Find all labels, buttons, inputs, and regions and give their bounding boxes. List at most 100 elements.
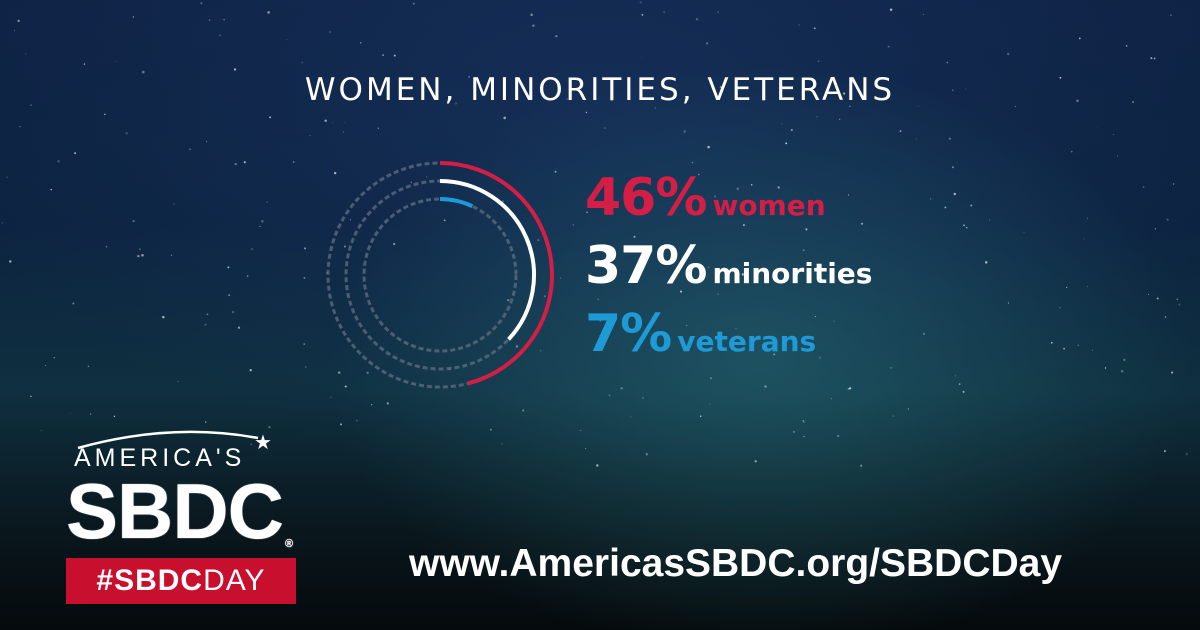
- hashtag-bold-text: #SBDC: [96, 564, 204, 597]
- star-dot: [340, 423, 342, 426]
- star-dot: [1006, 52, 1010, 56]
- star-dot: [954, 375, 957, 377]
- star-dot: [1150, 57, 1153, 60]
- star-dot: [608, 394, 611, 397]
- star-dot: [965, 226, 968, 229]
- star-dot: [246, 275, 249, 277]
- star-dot: [1023, 231, 1025, 234]
- star-dot: [890, 366, 893, 369]
- star-dot: [1, 222, 4, 224]
- star-dot: [17, 19, 20, 23]
- star-dot: [585, 111, 588, 114]
- website-url[interactable]: www.AmericasSBDC.org/SBDCDay: [409, 542, 1063, 585]
- star-dot: [781, 123, 783, 125]
- star-dot: [87, 365, 90, 368]
- star-dot: [892, 415, 895, 417]
- star-dot: [798, 24, 800, 26]
- star-dot: [790, 129, 793, 132]
- ring-arc-veterans: [439, 197, 474, 209]
- logo-sbdc-word: SBDC: [66, 467, 284, 555]
- star-dot: [303, 343, 305, 345]
- star-dot: [19, 126, 21, 128]
- stat-minorities-label: minorities: [712, 257, 873, 290]
- star-dot: [503, 116, 507, 120]
- stat-minorities: 37% minorities: [585, 240, 872, 308]
- logo-arc-swoosh: [77, 430, 259, 450]
- registered-mark: ®: [285, 538, 293, 550]
- star-dot: [83, 63, 86, 65]
- star-dot: [208, 19, 211, 21]
- radial-chart: [326, 161, 554, 389]
- star-dot: [951, 166, 954, 169]
- star-dot: [1147, 294, 1149, 295]
- star-dot: [1163, 450, 1166, 453]
- star-dot: [173, 203, 175, 205]
- star-dot: [641, 396, 645, 399]
- star-dot: [104, 113, 106, 116]
- star-dot: [1120, 370, 1124, 373]
- ring-arc-minorities: [439, 179, 536, 341]
- star-dot: [641, 13, 644, 16]
- star-dot: [356, 419, 358, 422]
- star-dot: [530, 13, 533, 16]
- star-dot: [620, 387, 623, 390]
- star-dot: [344, 122, 346, 124]
- star-dot: [393, 54, 396, 57]
- stat-veterans-label: veterans: [677, 325, 817, 358]
- star-dot: [639, 1, 642, 4]
- star-dot: [930, 198, 932, 200]
- star-dot: [887, 45, 890, 48]
- star-dot: [848, 387, 852, 390]
- star-dot: [105, 245, 108, 248]
- stat-women-label: women: [712, 189, 826, 222]
- star-dot: [162, 315, 165, 319]
- star-dot: [709, 377, 712, 380]
- star-dot: [227, 266, 230, 269]
- star-dot: [286, 39, 288, 41]
- star-dot: [200, 2, 203, 5]
- star-dot: [304, 247, 306, 250]
- star-dot: [267, 11, 270, 14]
- ring-track-veterans: [362, 197, 518, 353]
- star-dot: [707, 145, 710, 149]
- star-dot: [802, 420, 804, 422]
- star-dot: [1154, 228, 1157, 230]
- star-dot: [860, 464, 863, 467]
- star-dot: [303, 276, 306, 279]
- star-dot: [382, 54, 385, 57]
- star-dot: [189, 148, 191, 151]
- star-dot: [837, 434, 840, 438]
- star-dot: [342, 131, 345, 133]
- star-dot: [386, 402, 389, 405]
- star-dot: [793, 430, 795, 433]
- star-dot: [1104, 367, 1107, 369]
- star-dot: [580, 430, 582, 432]
- star-dot: [1172, 183, 1175, 185]
- star-dot: [603, 127, 606, 130]
- star-dot: [132, 16, 134, 18]
- logo-top-row: ★ AMERICA'S: [66, 430, 302, 472]
- star-dot: [838, 118, 841, 121]
- star-dot: [72, 302, 75, 305]
- star-dot: [1050, 341, 1053, 344]
- star-dot: [988, 219, 990, 221]
- logo-americas-text: AMERICA'S: [74, 444, 246, 472]
- star-dot: [74, 152, 77, 155]
- star-dot: [847, 387, 850, 390]
- logo-sbdc-text: SBDC ®: [66, 472, 302, 550]
- star-dot: [371, 403, 373, 406]
- star-dot: [177, 381, 179, 383]
- star-dot: [261, 220, 264, 223]
- star-dot: [243, 161, 246, 164]
- star-dot: [641, 56, 643, 58]
- star-dot: [266, 201, 268, 203]
- star-dot: [1091, 349, 1093, 351]
- star-dot: [953, 192, 957, 196]
- star-dot: [25, 53, 27, 55]
- star-dot: [817, 60, 820, 63]
- star-dot: [90, 413, 92, 415]
- star-dot: [522, 409, 525, 412]
- star-dot: [754, 460, 757, 463]
- star-dot: [1059, 307, 1061, 309]
- star-dot: [268, 425, 271, 429]
